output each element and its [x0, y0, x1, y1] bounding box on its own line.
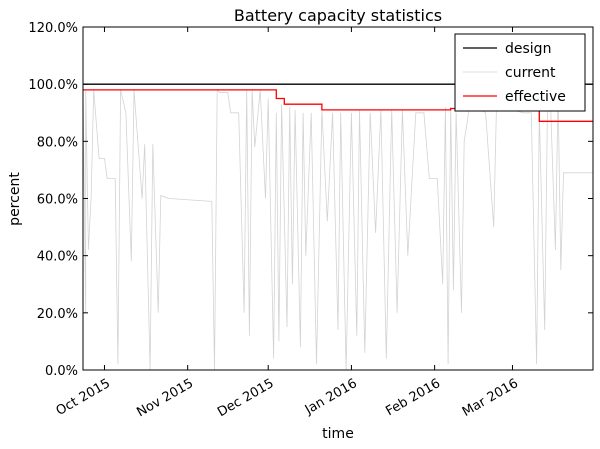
y-tick-label: 40.0%: [37, 250, 78, 265]
y-axis-label: percent: [7, 172, 23, 226]
x-axis-label: time: [322, 426, 354, 442]
legend: design current effective: [454, 33, 586, 112]
y-tick-label: 120.0%: [28, 21, 78, 36]
y-tick-label: 0.0%: [45, 364, 78, 379]
chart-title: Battery capacity statistics: [234, 6, 442, 25]
y-tick-label: 60.0%: [37, 193, 78, 208]
legend-label-current: current: [505, 65, 556, 81]
y-ticks: 0.0% 20.0% 40.0% 60.0% 80.0% 100.0% 120.0%: [28, 21, 593, 379]
legend-label-design: design: [505, 41, 551, 57]
y-tick-label: 20.0%: [37, 307, 78, 322]
y-tick-label: 80.0%: [37, 135, 78, 150]
legend-box: [454, 33, 586, 112]
plot-area-frame: [82, 26, 594, 371]
y-tick-label: 100.0%: [28, 78, 78, 93]
legend-items: design current effective: [463, 41, 566, 105]
legend-label-effective: effective: [505, 89, 566, 105]
